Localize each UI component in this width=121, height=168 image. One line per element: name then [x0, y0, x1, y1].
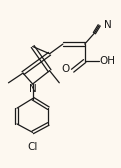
Text: OH: OH	[99, 56, 115, 66]
Text: N: N	[104, 20, 112, 30]
Text: N: N	[29, 85, 37, 94]
Text: O: O	[61, 65, 69, 74]
Text: Cl: Cl	[27, 142, 38, 152]
